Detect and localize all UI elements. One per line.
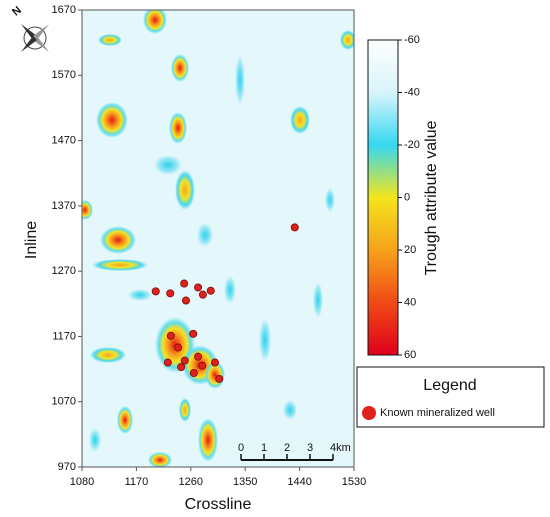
well-marker [177,363,186,372]
y-tick-label: 1570 [52,69,76,81]
y-tick-label: 1170 [52,330,76,342]
north-label: N [10,4,24,18]
well-marker [198,361,207,370]
well-marker [180,356,189,365]
attribute-map [82,10,354,467]
well-marker [194,352,203,361]
colorbar [367,39,399,356]
well-marker [163,358,172,367]
colorbar-tick-label: 0 [404,191,410,203]
colorbar-tick-label: 40 [404,296,416,308]
x-axis-title: Crossline [185,496,252,513]
well-marker [189,329,198,338]
scale-bar-label: 4km [330,442,351,454]
x-tick-label: 1440 [287,476,311,488]
legend-marker [362,406,376,420]
colorbar-title: Trough attribute value [423,120,440,275]
well-marker [166,289,175,298]
x-tick-label: 1080 [70,476,94,488]
well-marker [181,296,190,305]
x-tick-label: 1530 [342,476,366,488]
y-tick-label: 1670 [52,4,76,16]
plot-frame [81,9,355,468]
legend-label: Known mineralized well [380,407,495,419]
colorbar-tick-label: 60 [404,349,416,361]
well-marker [189,368,198,377]
well-marker [194,283,203,292]
scale-bar-label: 2 [284,442,290,454]
map-blobs [82,10,354,467]
y-tick-label: 1070 [52,396,76,408]
colorbar-tick-label: -20 [404,139,420,151]
well-marker [180,279,189,288]
legend-title: Legend [423,377,476,394]
y-tick-label: 1270 [52,265,76,277]
colorbar-tick-label: -60 [404,34,420,46]
scale-bar-label: 1 [261,442,267,454]
well-marker [166,331,175,340]
well-marker [174,343,183,352]
well-marker [215,374,224,383]
y-tick-label: 1370 [52,200,76,212]
colorbar-tick-label: 20 [404,244,416,256]
y-tick-label: 1470 [52,134,76,146]
y-axis-title: Inline [23,221,40,259]
well-marker [210,358,219,367]
well-marker [206,286,215,295]
well-marker [198,290,207,299]
x-tick-label: 1350 [233,476,257,488]
colorbar-tick-label: -40 [404,86,420,98]
scale-bar-label: 0 [238,442,244,454]
well-marker [290,223,299,232]
y-tick-label: 970 [58,461,76,473]
scale-bar-label: 3 [307,442,313,454]
x-tick-label: 1170 [125,476,149,488]
x-tick-label: 1260 [179,476,203,488]
north-arrow [21,24,49,52]
well-marker [151,287,160,296]
legend-box [356,366,545,428]
